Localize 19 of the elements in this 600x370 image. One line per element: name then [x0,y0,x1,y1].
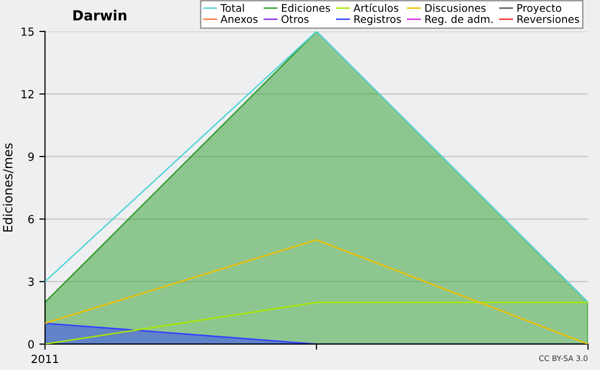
legend-label: Proyecto [518,4,562,14]
y-tick-label: 3 [28,278,34,286]
y-tick-label: 9 [28,152,34,161]
chart-title: Darwin [73,10,126,21]
legend-label: Otros [282,15,309,24]
legend-label: Registros [354,14,401,26]
legend-label: Discusiones [425,4,486,12]
y-tick-label: 15 [22,28,34,36]
y-tick-label: 6 [28,215,34,224]
y-tick-label: 0 [28,340,34,348]
x-tick-label: 2011 [32,354,58,364]
legend-label: Total [220,4,244,12]
legend-label: Reg. de adm. [425,14,492,26]
y-tick-label: 12 [22,90,34,98]
y-axis-title: Ediciones/mes [2,143,14,232]
legend-label: Artículos [354,3,398,12]
legend-label: Ediciones [282,4,330,12]
legend-label: Reversiones [518,14,580,24]
legend-label: Anexos [220,15,258,24]
